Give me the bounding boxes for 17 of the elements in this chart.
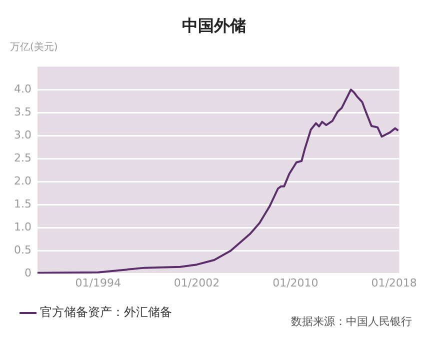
- y-tick-label: 3.5: [14, 106, 32, 119]
- y-tick-label: 1.5: [14, 198, 32, 211]
- y-tick-label: 3.0: [14, 128, 32, 142]
- x-tick-label: 01/2018: [371, 276, 417, 290]
- chart-title: 中国外储: [181, 15, 247, 37]
- y-tick-label: 2.5: [14, 152, 32, 165]
- legend-label: 官方储备资产：外汇储备: [40, 305, 172, 320]
- y-tick-label: 0: [24, 266, 32, 280]
- y-tick-label: 4.0: [14, 82, 32, 96]
- x-tick-label: 01/2002: [174, 276, 220, 290]
- y-tick-label: 0.5: [14, 244, 32, 257]
- x-tick-label: 01/2010: [272, 276, 318, 290]
- x-tick-label: 01/1994: [75, 276, 121, 290]
- source-note: 数据来源：中国人民银行: [291, 314, 412, 329]
- y-tick-label: 2.0: [14, 174, 32, 188]
- y-tick-label: 1.0: [14, 220, 32, 234]
- y-axis-title: 万亿(美元): [9, 40, 59, 54]
